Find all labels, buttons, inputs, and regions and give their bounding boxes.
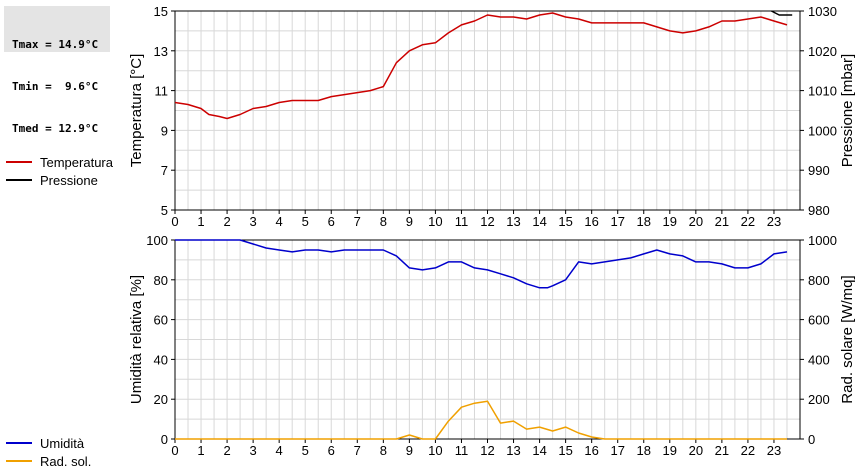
- temp-x-tick-label: 15: [558, 214, 572, 229]
- hum-y2-axis-label: Rad. solare [W/mq]: [839, 275, 856, 403]
- hum-x-tick-label: 19: [663, 443, 677, 458]
- temp-y2-tick-label: 1030: [808, 4, 837, 19]
- temp-x-tick-label: 6: [328, 214, 335, 229]
- hum-x-tick-label: 3: [250, 443, 257, 458]
- temp-x-tick-label: 23: [767, 214, 781, 229]
- hum-x-tick-label: 14: [532, 443, 546, 458]
- hum-y2-tick-label: 0: [808, 432, 815, 447]
- temp-x-tick-label: 2: [223, 214, 230, 229]
- hum-y-tick-label: 60: [154, 313, 168, 328]
- temp-x-tick-label: 13: [506, 214, 520, 229]
- temp-y2-tick-label: 980: [808, 203, 830, 218]
- hum-y-tick-label: 100: [146, 233, 168, 248]
- temp-x-tick-label: 20: [689, 214, 703, 229]
- hum-y-tick-label: 20: [154, 392, 168, 407]
- hum-x-tick-label: 17: [610, 443, 624, 458]
- temp-x-tick-label: 21: [715, 214, 729, 229]
- hum-x-tick-label: 0: [171, 443, 178, 458]
- temp-x-tick-label: 14: [532, 214, 546, 229]
- hum-y-tick-label: 40: [154, 352, 168, 367]
- hum-x-tick-label: 12: [480, 443, 494, 458]
- temp-x-tick-label: 12: [480, 214, 494, 229]
- temp-x-tick-label: 3: [250, 214, 257, 229]
- hum-x-tick-label: 7: [354, 443, 361, 458]
- legend-top: Temperatura Pressione: [6, 153, 113, 189]
- temp-x-tick-label: 0: [171, 214, 178, 229]
- temp-y-axis-label: Temperatura [°C]: [128, 54, 145, 168]
- temp-x-tick-label: 22: [741, 214, 755, 229]
- hum-x-tick-label: 13: [506, 443, 520, 458]
- temp-x-tick-label: 19: [663, 214, 677, 229]
- legend-swatch-pressione: [6, 179, 32, 181]
- temp-y-tick-label: 15: [154, 4, 168, 19]
- hum-x-tick-label: 10: [428, 443, 442, 458]
- legend-item-pressione: Pressione: [6, 171, 113, 189]
- legend-label-temperatura: Temperatura: [40, 154, 113, 170]
- legend-swatch-temperatura: [6, 161, 32, 163]
- hum-x-tick-label: 18: [637, 443, 651, 458]
- hum-x-tick-label: 8: [380, 443, 387, 458]
- legend-label-pressione: Pressione: [40, 172, 98, 188]
- hum-x-tick-label: 5: [302, 443, 309, 458]
- temp-y-tick-label: 11: [155, 84, 169, 99]
- legend-swatch-umidita: [6, 442, 32, 444]
- hum-y-tick-label: 0: [161, 432, 168, 447]
- hum-y2-tick-label: 600: [808, 313, 830, 328]
- charts-canvas: 0 1 2 3 4 5 6 7 8 9 10 11 12 13 14 15 16 17 18 19 20 21 22 2357…: [128, 4, 856, 458]
- hum-y2-tick-label: 1000: [808, 233, 837, 248]
- tmax-text: Tmax = 14.9°C: [12, 38, 99, 51]
- temp-x-tick-label: 8: [380, 214, 387, 229]
- hum-y2-tick-label: 200: [808, 392, 830, 407]
- temp-x-tick-label: 1: [197, 214, 204, 229]
- hum-x-tick-label: 16: [584, 443, 598, 458]
- temp-series-temperaturaline: [174, 12, 788, 120]
- temp-x-tick-label: 17: [610, 214, 624, 229]
- hum-y2-tick-label: 400: [808, 352, 830, 367]
- temp-y2-tick-label: 990: [808, 163, 830, 178]
- legend-item-temperatura: Temperatura: [6, 153, 113, 171]
- hum-x-tick-label: 4: [276, 443, 283, 458]
- temp-y-tick-label: 9: [161, 123, 168, 138]
- hum-x-tick-label: 6: [328, 443, 335, 458]
- temp-x-tick-label: 9: [406, 214, 413, 229]
- temp-x-tick-label: 4: [276, 214, 283, 229]
- hum-x-tick-label: 21: [715, 443, 729, 458]
- temp-x-tick-label: 10: [428, 214, 442, 229]
- hum-x-tick-label: 1: [197, 443, 204, 458]
- hum-x-tick-label: 20: [689, 443, 703, 458]
- hum-x-tick-label: 23: [767, 443, 781, 458]
- temp-y2-tick-label: 1010: [808, 84, 837, 99]
- temp-x-tick-label: 7: [354, 214, 361, 229]
- hum-series-umidit-line: [175, 239, 788, 289]
- legend-label-umidita: Umidità: [40, 435, 85, 451]
- temp-x-tick-label: 11: [455, 214, 469, 229]
- temp-x-tick-label: 5: [302, 214, 309, 229]
- temp-y2-axis-label: Pressione [mbar]: [839, 54, 856, 167]
- stats-box: Tmax = 14.9°C Tmin = 9.6°C Tmed = 12.9°C: [4, 6, 110, 135]
- temp-y-tick-label: 7: [161, 163, 168, 178]
- hum-x-tick-label: 9: [406, 443, 413, 458]
- tmin-text: Tmin = 9.6°C: [12, 80, 99, 93]
- temp-y-tick-label: 13: [154, 44, 168, 59]
- hum-series-rad-sol-line: [175, 400, 787, 440]
- hum-x-tick-label: 22: [741, 443, 755, 458]
- hum-x-tick-label: 11: [455, 443, 469, 458]
- hum-y-axis-label: Umidità relativa [%]: [128, 275, 145, 404]
- temp-x-tick-label: 18: [637, 214, 651, 229]
- hum-x-tick-label: 2: [223, 443, 230, 458]
- hum-y-tick-label: 80: [154, 273, 168, 288]
- tmed-text: Tmed = 12.9°C: [12, 122, 99, 135]
- legend-item-umidita: Umidità: [6, 434, 91, 452]
- hum-x-tick-label: 15: [558, 443, 572, 458]
- temp-y2-tick-label: 1000: [808, 123, 837, 138]
- legend-swatch-radsol: [6, 460, 32, 462]
- temp-y-tick-label: 5: [161, 203, 168, 218]
- temp-y2-tick-label: 1020: [808, 44, 837, 59]
- temp-series-pressioneline: [771, 10, 793, 16]
- temp-x-tick-label: 16: [584, 214, 598, 229]
- hum-y2-tick-label: 800: [808, 273, 830, 288]
